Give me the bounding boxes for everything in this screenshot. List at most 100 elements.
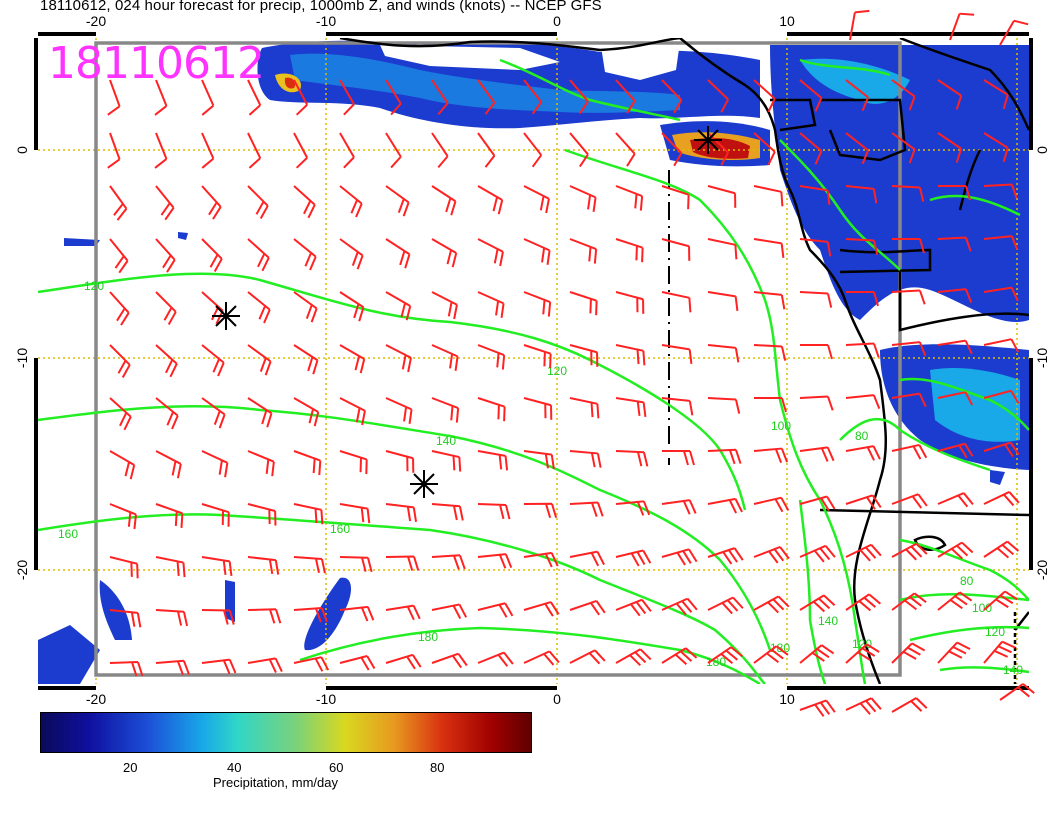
wind-barb [891, 493, 928, 509]
wind-barb [661, 647, 698, 666]
wind-barb [385, 291, 412, 321]
wind-barb [661, 291, 692, 313]
contour-label: 120 [985, 625, 1005, 639]
wind-barb [615, 238, 644, 263]
asterisk-marker [410, 470, 438, 498]
contour-label: 100 [771, 419, 791, 433]
wind-barb [800, 344, 833, 360]
wind-barb [201, 79, 215, 116]
lat-right-label: -20 [1034, 560, 1050, 580]
wind-barb [891, 443, 928, 460]
asterisk-marker [694, 126, 722, 154]
wind-barb [845, 543, 882, 562]
wind-barb [293, 185, 316, 219]
wind-barb [477, 185, 504, 215]
wind-barbs-outside [799, 9, 1035, 717]
wind-barb [937, 641, 971, 664]
wind-barb [201, 238, 223, 273]
wind-barb [247, 185, 269, 220]
wind-barb [799, 79, 823, 112]
wind-barb [845, 697, 882, 715]
wind-barb [201, 397, 226, 429]
domain-box [94, 41, 902, 677]
wind-barb [937, 79, 963, 110]
wind-barb [983, 132, 1009, 163]
wind-barb [293, 344, 319, 375]
wind-barb [753, 344, 787, 361]
wind-barb [661, 597, 698, 616]
wind-barb [569, 501, 604, 517]
wind-barb [983, 79, 1009, 110]
wind-barb [661, 79, 683, 114]
wind-barb [845, 132, 869, 165]
lon-bottom-label: -10 [316, 691, 336, 707]
wind-barbs [107, 79, 1056, 677]
wind-barb [799, 644, 835, 664]
wind-barb [293, 503, 324, 525]
lon-top-label: -20 [86, 13, 106, 29]
wind-barb [477, 344, 506, 370]
wind-barb [799, 185, 831, 205]
wind-barb [753, 132, 776, 166]
wind-barb [615, 185, 644, 211]
wind-barb [109, 609, 142, 628]
wind-barb [845, 238, 879, 255]
wind-barb [201, 450, 229, 478]
wind-barb [891, 592, 927, 611]
wind-barb [339, 605, 375, 622]
wind-barb [155, 185, 175, 221]
wind-barb [155, 450, 182, 479]
wind-barb [523, 601, 560, 617]
wind-barb [615, 500, 651, 516]
wind-barb [891, 392, 927, 408]
contour-label: 160 [330, 522, 350, 536]
wind-barb [707, 79, 730, 113]
wind-barb [523, 551, 559, 568]
wind-barb [615, 132, 636, 167]
precip-colorbar [40, 712, 532, 753]
wind-barb [431, 291, 458, 320]
wind-barb [661, 344, 693, 364]
wind-barb [1030, 440, 1056, 464]
wind-barb [569, 291, 598, 316]
wind-barb [339, 344, 366, 374]
wind-barb [293, 397, 320, 427]
lon-bottom-label: -20 [86, 691, 106, 707]
wind-barb [201, 344, 225, 377]
wind-barb [109, 503, 137, 530]
wind-barb [247, 608, 282, 624]
wind-barb [247, 291, 271, 324]
pressure-centers [212, 126, 722, 498]
contour-label: 140 [818, 614, 838, 628]
wind-barb [799, 699, 836, 717]
wind-barb [109, 661, 144, 677]
wind-barb [753, 546, 790, 564]
wind-barb [201, 658, 237, 675]
wind-barb [1030, 285, 1056, 305]
wind-barb [477, 503, 511, 520]
wind-barb [339, 132, 355, 169]
wind-barb [155, 291, 177, 326]
wind-barb [753, 645, 789, 664]
wind-barb [569, 132, 589, 168]
wind-barb [569, 649, 606, 665]
wind-barb [523, 132, 543, 168]
wind-barb [109, 185, 128, 221]
wind-barb [662, 450, 695, 466]
wind-barb [753, 447, 789, 464]
wind-barb [385, 185, 410, 217]
wind-barb [155, 397, 179, 430]
wind-barb [661, 397, 694, 416]
wind-barb [293, 79, 309, 116]
wind-barb [293, 132, 309, 169]
wind-barb [385, 450, 415, 473]
wind-barb [937, 541, 974, 560]
wind-barb [385, 132, 402, 169]
wind-barb [155, 238, 176, 273]
colorbar-tick: 20 [123, 760, 138, 775]
wind-barb [891, 289, 926, 305]
height-contours [38, 58, 1029, 684]
wind-barb [247, 450, 275, 477]
wind-barb [799, 395, 834, 411]
wind-barb [845, 643, 880, 664]
